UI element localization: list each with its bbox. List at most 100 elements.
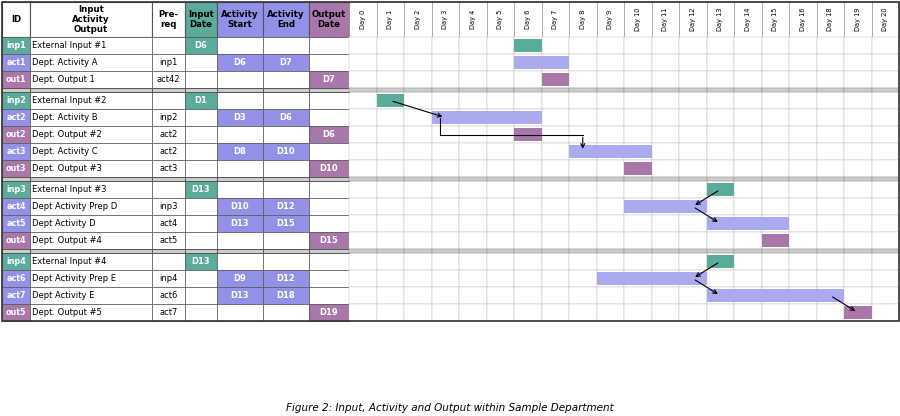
Bar <box>2 126 30 143</box>
Bar <box>30 253 152 270</box>
Bar <box>871 249 899 253</box>
Bar <box>30 71 152 88</box>
Bar <box>624 215 652 232</box>
Bar <box>624 200 706 213</box>
Bar <box>871 270 899 287</box>
Bar <box>652 198 679 215</box>
Bar <box>404 270 431 287</box>
Bar <box>487 181 514 198</box>
Bar <box>30 304 152 321</box>
Bar <box>263 287 309 304</box>
Bar <box>624 160 652 177</box>
Bar <box>2 177 30 181</box>
Bar <box>734 37 761 54</box>
Bar <box>652 232 679 249</box>
Bar <box>309 215 349 232</box>
Bar <box>459 54 487 71</box>
Bar <box>185 109 217 126</box>
Bar <box>597 2 624 37</box>
Bar <box>404 253 431 270</box>
Text: Day 16: Day 16 <box>800 8 806 31</box>
Bar <box>2 2 899 321</box>
Text: Day 6: Day 6 <box>525 10 531 29</box>
Bar <box>376 109 404 126</box>
Bar <box>597 272 706 285</box>
Bar <box>706 54 734 71</box>
Bar <box>487 249 514 253</box>
Bar <box>624 249 652 253</box>
Bar <box>349 177 376 181</box>
Bar <box>2 304 30 321</box>
Bar <box>761 215 789 232</box>
Text: Dept. Output #4: Dept. Output #4 <box>32 236 102 245</box>
Bar <box>734 304 761 321</box>
Text: D15: D15 <box>320 236 338 245</box>
Bar <box>487 37 514 54</box>
Bar <box>376 92 404 109</box>
Bar <box>816 232 844 249</box>
Bar <box>706 92 734 109</box>
Bar <box>514 160 542 177</box>
Bar <box>30 109 152 126</box>
Bar <box>404 143 431 160</box>
Text: inp4: inp4 <box>159 274 177 283</box>
Bar <box>185 92 217 109</box>
Bar <box>871 232 899 249</box>
Bar <box>569 145 652 158</box>
Bar <box>679 270 706 287</box>
Bar <box>431 160 459 177</box>
Bar <box>542 71 569 88</box>
Text: Activity
Start: Activity Start <box>221 10 259 29</box>
Text: D12: D12 <box>276 202 295 211</box>
Bar <box>376 126 404 143</box>
Bar <box>679 109 706 126</box>
Bar <box>404 54 431 71</box>
Bar <box>376 270 404 287</box>
Bar <box>789 54 816 71</box>
Bar <box>376 232 404 249</box>
Bar <box>459 126 487 143</box>
Bar <box>542 109 569 126</box>
Bar <box>569 88 597 92</box>
Bar <box>816 304 844 321</box>
Bar <box>487 232 514 249</box>
Bar <box>431 215 459 232</box>
Bar <box>309 249 349 253</box>
Bar <box>871 126 899 143</box>
Bar <box>487 2 514 37</box>
Bar <box>459 177 487 181</box>
Bar <box>761 71 789 88</box>
Bar <box>597 232 624 249</box>
Text: out1: out1 <box>5 75 26 84</box>
Bar <box>597 215 624 232</box>
Bar <box>2 160 30 177</box>
Bar <box>871 143 899 160</box>
Bar <box>624 253 652 270</box>
Bar <box>844 143 871 160</box>
Bar <box>597 37 624 54</box>
Bar <box>349 249 376 253</box>
Text: inp3: inp3 <box>159 202 178 211</box>
Text: act2: act2 <box>6 113 26 122</box>
Bar <box>376 94 404 107</box>
Bar <box>652 126 679 143</box>
Bar <box>376 253 404 270</box>
Text: out4: out4 <box>5 236 26 245</box>
Bar <box>679 304 706 321</box>
Bar <box>217 160 263 177</box>
Bar <box>309 2 349 37</box>
Bar <box>542 181 569 198</box>
Bar <box>597 249 624 253</box>
Bar <box>844 215 871 232</box>
Bar <box>652 253 679 270</box>
Bar <box>263 198 309 215</box>
Bar <box>431 54 459 71</box>
Bar <box>152 181 185 198</box>
Bar <box>816 253 844 270</box>
Bar <box>816 287 844 304</box>
Bar <box>816 215 844 232</box>
Bar <box>761 109 789 126</box>
Bar <box>431 181 459 198</box>
Bar <box>569 2 597 37</box>
Bar <box>844 177 871 181</box>
